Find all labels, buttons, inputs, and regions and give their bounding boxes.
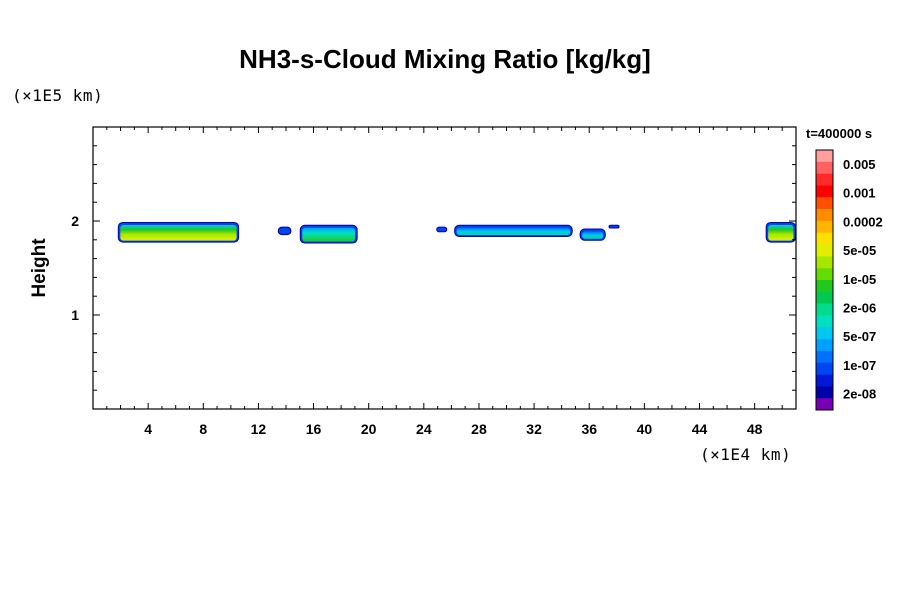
x-tick-label: 24 [416,421,432,437]
colorbar-swatch [816,398,833,411]
y-tick-label: 1 [71,307,79,323]
x-axis-unit: (×1E4 km) [700,445,792,464]
cloud-patch [579,228,606,241]
colorbar-label: 0.005 [843,157,876,172]
colorbar-label: 1e-05 [843,272,876,287]
colorbar-swatch [816,150,833,163]
cloud-patch [117,221,240,243]
chart-title: NH3-s-Cloud Mixing Ratio [kg/kg] [239,44,651,74]
time-label: t=400000 s [806,126,873,141]
x-tick-label: 4 [144,421,152,437]
colorbar-swatch [816,220,833,234]
x-tick-label: 32 [526,421,542,437]
x-tick-label: 44 [692,421,708,437]
x-tick-label: 40 [637,421,653,437]
colorbar-label: 1e-07 [843,358,876,373]
x-tick-label: 8 [199,421,207,437]
colorbar-swatch [816,173,833,186]
y-tick-label: 2 [71,213,79,229]
colorbar-label: 0.0002 [843,214,883,229]
colorbar-swatch [816,232,833,245]
x-tick-label: 48 [747,421,763,437]
colorbar-label: 5e-05 [843,243,876,258]
cloud-patch [277,226,292,236]
x-tick-label: 20 [361,421,377,437]
plot-frame [92,126,797,410]
colorbar-swatch [816,161,833,174]
x-tick-label: 16 [306,421,322,437]
y-axis-unit: (×1E5 km) [12,86,104,105]
colorbar-swatch [816,315,833,328]
colorbar-swatch [816,209,833,222]
cloud-patch [436,226,448,233]
colorbar-swatch [816,327,833,340]
colorbar-swatch [816,256,833,269]
cloud-patch [454,224,573,237]
colorbar-swatch [816,280,833,293]
colorbar-frame [815,149,834,411]
colorbar-swatch [816,291,833,304]
colorbar-swatch [816,339,833,352]
colorbar-swatch [816,244,833,257]
colorbar-swatch [816,386,833,399]
colorbar-label: 0.001 [843,186,876,201]
colorbar-label: 2e-08 [843,387,876,402]
x-tick-label: 28 [471,421,487,437]
cloud-patch [299,224,358,244]
colorbar-swatch [816,268,833,281]
x-tick-label: 36 [581,421,597,437]
cloud-patch [608,224,620,229]
colorbar-label: 5e-07 [843,329,876,344]
x-tick-label: 12 [251,421,267,437]
colorbar-swatch [816,350,833,364]
colorbar-swatch [816,303,833,316]
colorbar-swatch [816,374,833,387]
cloud-patch [765,221,796,243]
colorbar-swatch [816,362,833,375]
colorbar-swatch [816,197,833,210]
colorbar-swatch [816,185,833,198]
colorbar-label: 2e-06 [843,301,876,316]
